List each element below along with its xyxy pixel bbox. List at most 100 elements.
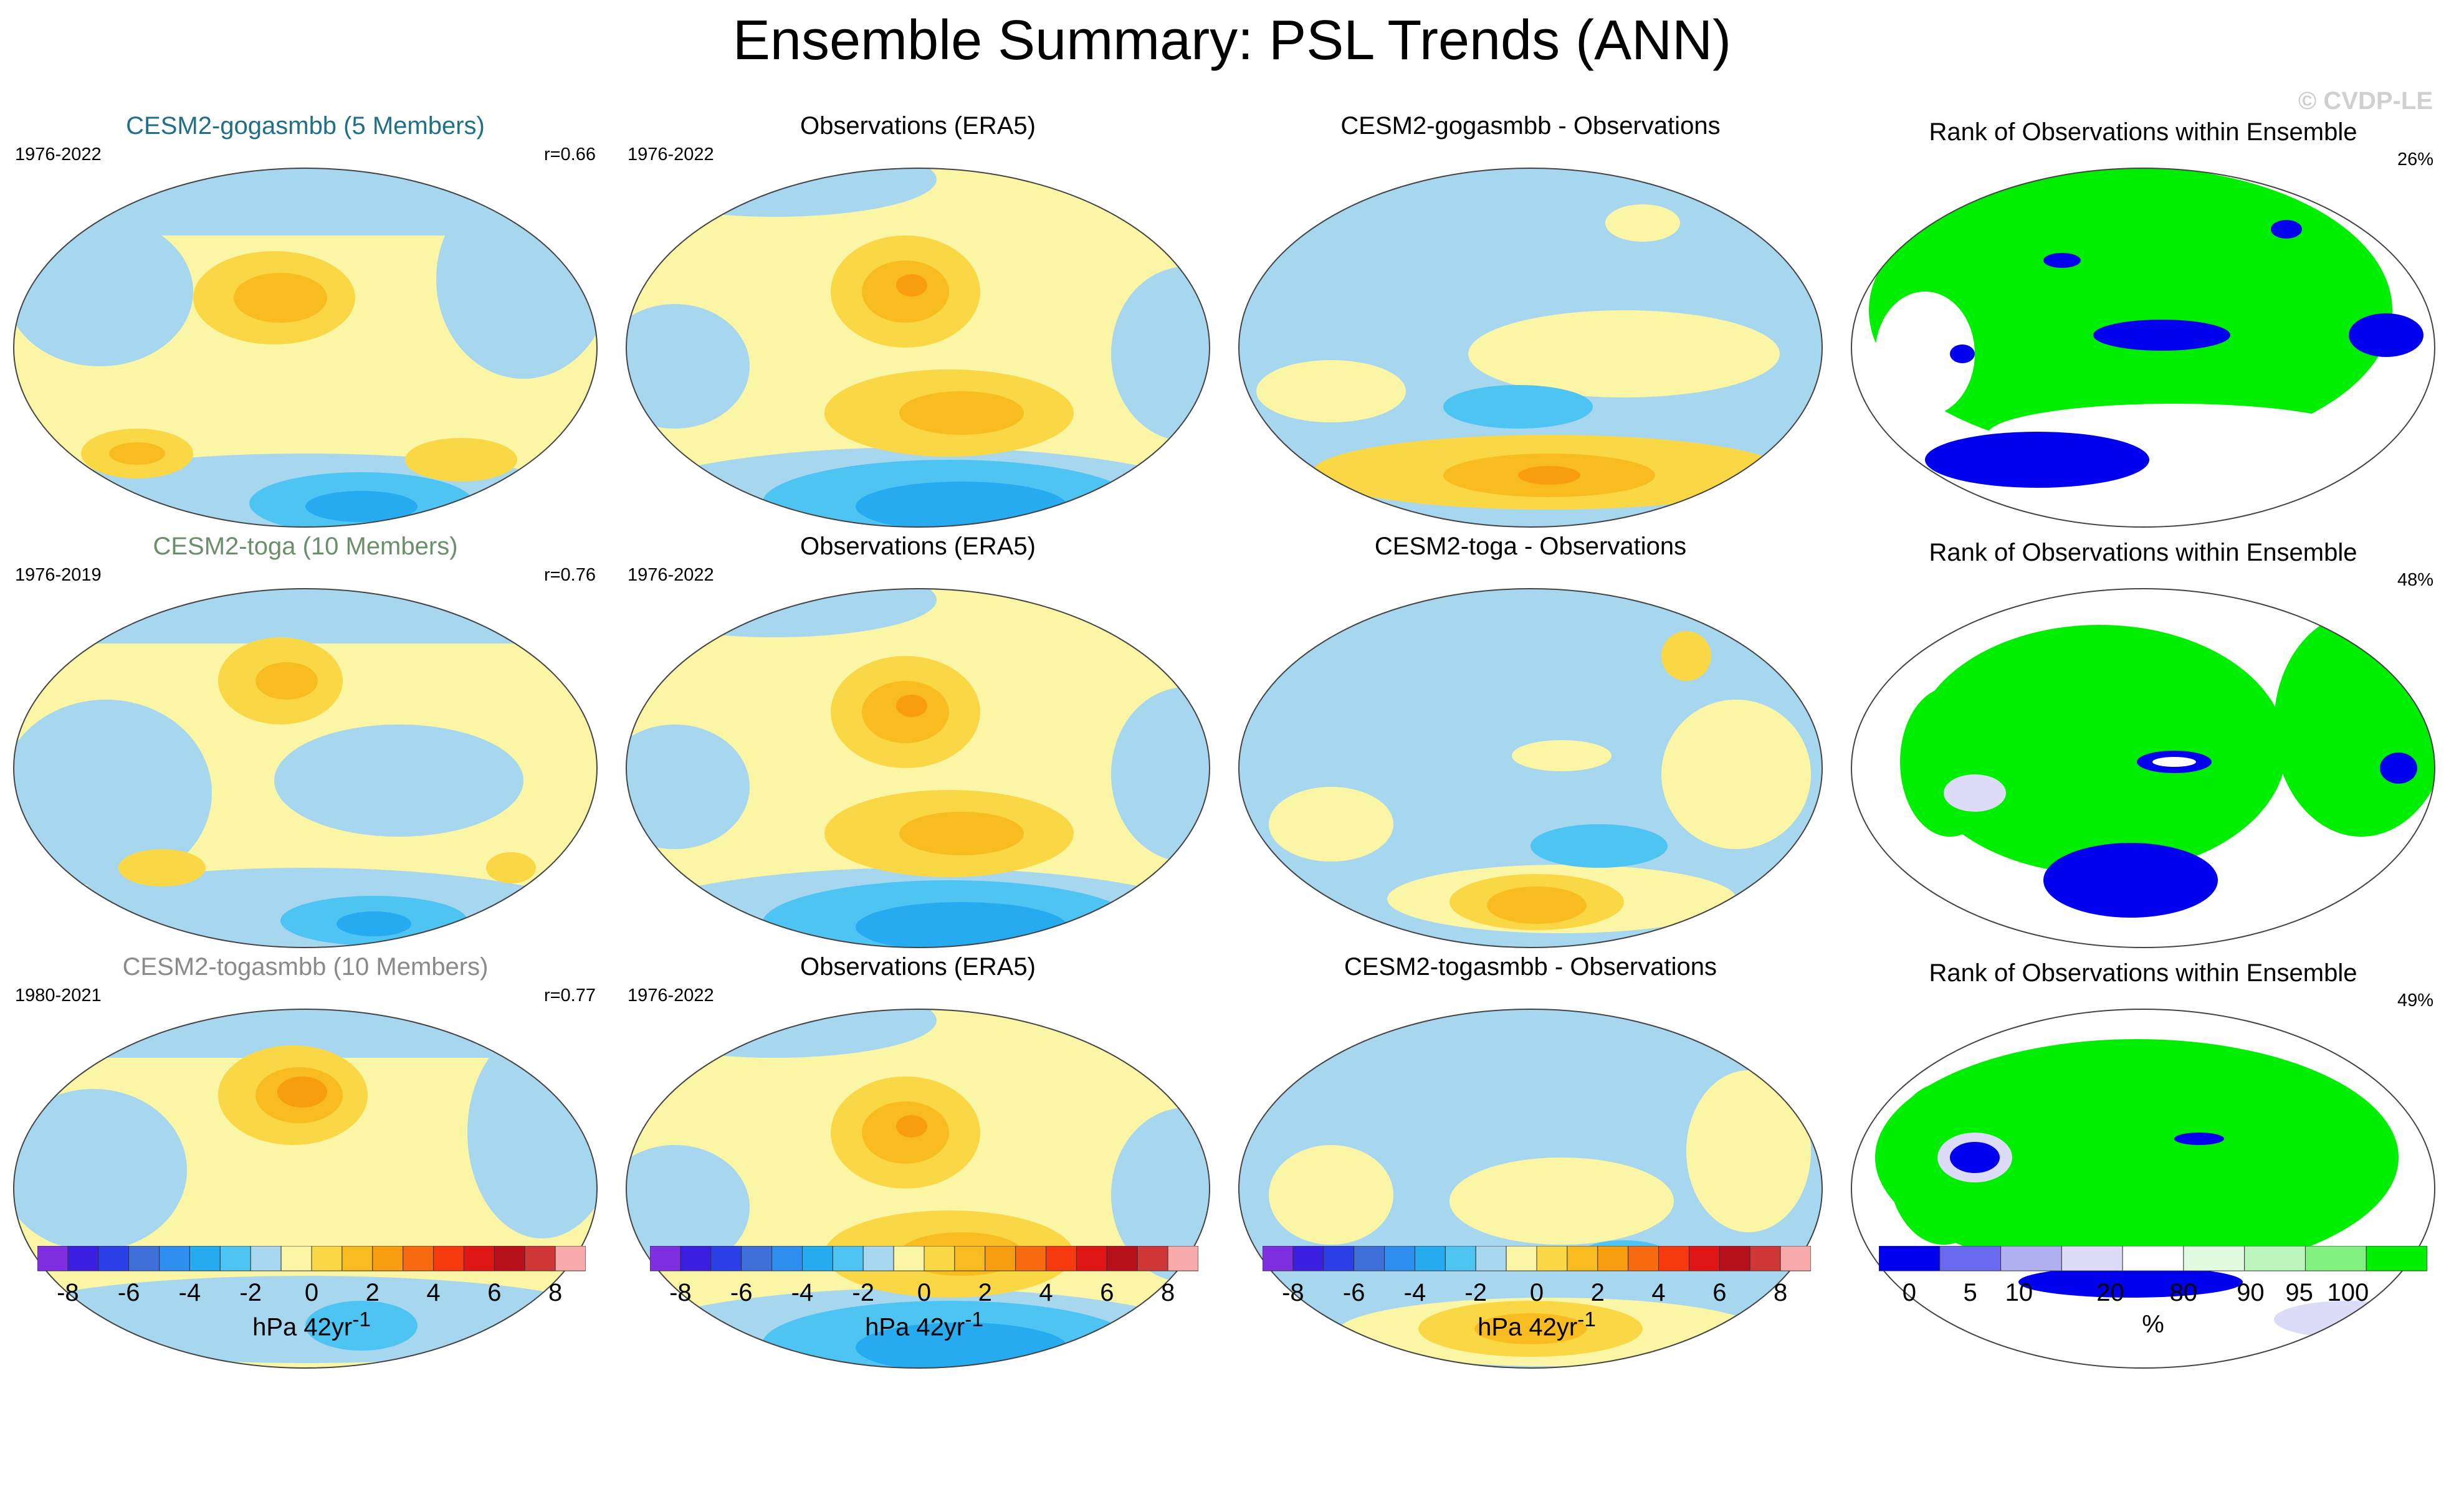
colorbar-box — [189, 1246, 221, 1271]
panel-model-row3: CESM2-togasmbb (10 Members) 1980-2021 r=… — [6, 953, 604, 1377]
colorbar-unit: % — [2142, 1311, 2164, 1338]
panel-model-row1: CESM2-gogasmbb (5 Members) 1976-2022 r=0… — [6, 112, 604, 536]
colorbar-tick-label: -6 — [730, 1279, 753, 1306]
rank-percentage: 48% — [2397, 570, 2433, 590]
obs-title: Observations (ERA5) — [800, 953, 1036, 981]
colorbar-box — [1076, 1246, 1107, 1271]
unit-exponent: -1 — [965, 1308, 983, 1331]
rank-map — [1851, 1009, 2435, 1369]
model-title: CESM2-toga (10 Members) — [153, 533, 458, 560]
model-years: 1980-2021 — [15, 986, 102, 1005]
colorbar-box — [893, 1246, 925, 1271]
model-years: 1976-2022 — [15, 145, 102, 164]
obs-years: 1976-2022 — [628, 565, 714, 585]
panel-rank-row2: Rank of Observations within Ensemble 48% — [1844, 533, 2442, 956]
unit-exponent: -1 — [352, 1308, 371, 1331]
trend-map — [1238, 1009, 1823, 1369]
colorbar-box — [862, 1246, 894, 1271]
trend-map — [13, 588, 598, 948]
colorbar-box — [524, 1246, 556, 1271]
colorbar-box — [311, 1246, 343, 1271]
colorbar-tick-label: 6 — [1100, 1279, 1114, 1306]
colorbar-tick-label: 95 — [2285, 1279, 2313, 1306]
trend-map — [1238, 168, 1823, 528]
trend-map — [13, 1009, 598, 1369]
colorbar-tick-label: 100 — [2328, 1279, 2369, 1306]
unit-text: hPa 42yr — [865, 1313, 965, 1341]
panel-diff-row1: CESM2-gogasmbb - Observations — [1231, 112, 1830, 536]
colorbar-box — [1167, 1246, 1198, 1271]
trend-map — [626, 1009, 1210, 1369]
diff-title: CESM2-toga - Observations — [1374, 533, 1687, 560]
colorbar-tick-label: 5 — [1964, 1279, 1977, 1306]
colorbar-box — [98, 1246, 130, 1271]
unit-text: hPa 42yr — [252, 1313, 353, 1341]
colorbar-tick-label: 80 — [2170, 1279, 2198, 1306]
colorbar-trend-3: -8 -6 -4 -2 0 2 4 6 8 hPa 42yr-1 — [1263, 1246, 1811, 1341]
colorbar-box — [1506, 1246, 1537, 1271]
rank-title: Rank of Observations within Ensemble — [1929, 118, 2357, 146]
colorbar-box — [37, 1246, 69, 1271]
colorbar-box — [494, 1246, 525, 1271]
rank-percentage: 49% — [2397, 991, 2433, 1010]
colorbar-tick-label: 6 — [487, 1279, 501, 1306]
colorbar-tick-label: 20 — [2096, 1279, 2124, 1306]
colorbar-box — [1780, 1246, 1811, 1271]
colorbar-box — [1939, 1246, 2002, 1271]
colorbar-tick-label: -4 — [791, 1279, 814, 1306]
panel-rank-row3: Rank of Observations within Ensemble 49% — [1844, 953, 2442, 1377]
colorbar-box — [1628, 1246, 1659, 1271]
colorbar-tick-label: -2 — [239, 1279, 262, 1306]
colorbar-unit: hPa 42yr-1 — [37, 1308, 586, 1341]
watermark: © CVDP-LE — [2298, 87, 2433, 115]
colorbar-swatches: -8 -6 -4 -2 0 2 4 6 8 — [37, 1246, 586, 1306]
panel-obs-row1: Observations (ERA5) 1976-2022 — [619, 112, 1217, 536]
colorbar-box — [463, 1246, 495, 1271]
obs-title: Observations (ERA5) — [800, 533, 1036, 560]
model-title: CESM2-togasmbb (10 Members) — [122, 953, 489, 981]
colorbar-tick-label: -6 — [1343, 1279, 1365, 1306]
colorbar-box — [832, 1246, 864, 1271]
colorbar-box — [1354, 1246, 1385, 1271]
colorbar-tick-label: 2 — [1591, 1279, 1605, 1306]
colorbar-box — [403, 1246, 434, 1271]
colorbar-trend-1: -8 -6 -4 -2 0 2 4 6 8 hPa 42yr-1 — [37, 1246, 586, 1341]
colorbar-box — [2244, 1246, 2306, 1271]
colorbar-box — [650, 1246, 681, 1271]
colorbar-box — [341, 1246, 373, 1271]
trend-map — [13, 168, 598, 528]
colorbar-tick-label: 8 — [1774, 1279, 1787, 1306]
colorbar-box — [2366, 1246, 2427, 1271]
colorbar-tick-label: -6 — [118, 1279, 140, 1306]
colorbar-box — [1384, 1246, 1415, 1271]
colorbar-box — [1719, 1246, 1750, 1271]
colorbar-box — [1536, 1246, 1568, 1271]
colorbar-tick-label: 4 — [1039, 1279, 1053, 1306]
colorbar-box — [741, 1246, 773, 1271]
colorbar-box — [771, 1246, 803, 1271]
colorbar-box — [710, 1246, 742, 1271]
colorbar-swatches: -8 -6 -4 -2 0 2 4 6 8 — [1263, 1246, 1811, 1306]
trend-map — [626, 168, 1210, 528]
colorbar-trend-2: -8 -6 -4 -2 0 2 4 6 8 hPa 42yr-1 — [650, 1246, 1198, 1341]
unit-text: hPa 42yr — [1478, 1313, 1578, 1341]
colorbar-rank: 0 5 10 20 80 90 95 100 % — [1879, 1246, 2427, 1339]
colorbar-box — [924, 1246, 955, 1271]
colorbar-tick-label: -4 — [1404, 1279, 1426, 1306]
colorbar-box — [1658, 1246, 1689, 1271]
colorbar-box — [1688, 1246, 1720, 1271]
colorbar-tick-label: 90 — [2237, 1279, 2265, 1306]
colorbar-box — [1567, 1246, 1598, 1271]
rank-map — [1851, 588, 2435, 948]
colorbar-box — [128, 1246, 160, 1271]
colorbar-box — [555, 1246, 586, 1271]
colorbar-tick-label: 8 — [1161, 1279, 1175, 1306]
colorbar-box — [1263, 1246, 1294, 1271]
colorbar-box — [1879, 1246, 1941, 1271]
colorbar-tick-label: 0 — [305, 1279, 318, 1306]
panel-model-row2: CESM2-toga (10 Members) 1976-2019 r=0.76 — [6, 533, 604, 956]
colorbar-box — [2183, 1246, 2245, 1271]
colorbar-box — [954, 1246, 986, 1271]
pattern-correlation: r=0.76 — [543, 565, 596, 585]
colorbar-box — [433, 1246, 464, 1271]
